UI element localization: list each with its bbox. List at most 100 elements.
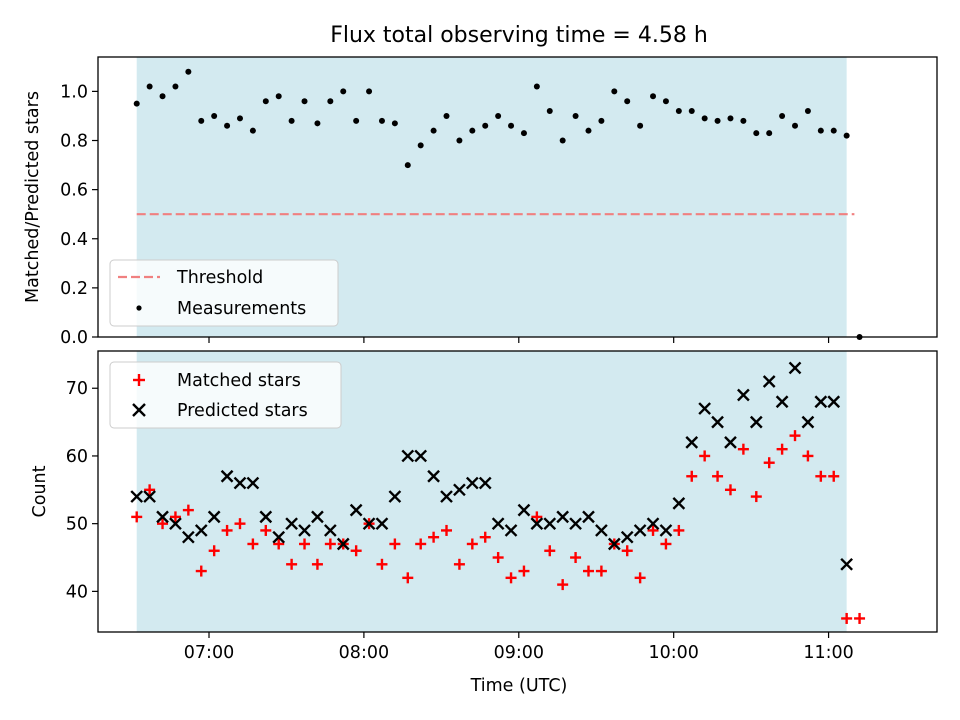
measurement-point <box>146 83 153 90</box>
matched-star-point <box>724 484 736 496</box>
predicted-star-point <box>711 415 724 429</box>
bottom-legend-box <box>109 361 342 429</box>
matched-star-point <box>544 545 556 557</box>
matched-star-point <box>815 470 827 482</box>
predicted-star-point <box>272 530 286 544</box>
matched-star-point <box>260 524 272 536</box>
measurement-point <box>701 115 708 122</box>
predicted-star-point <box>827 395 841 409</box>
matched-star-point <box>428 531 440 543</box>
measurement-point <box>675 108 682 115</box>
y-tick-label: 0.6 <box>60 181 88 201</box>
predicted-star-point <box>130 490 144 503</box>
measurement-point <box>469 127 476 134</box>
matched-star-point <box>828 470 840 482</box>
top-panel-marks <box>133 68 863 340</box>
predicted-star-point <box>504 524 518 537</box>
measurement-point <box>546 108 553 115</box>
measurement-point <box>662 98 669 105</box>
measurement-point <box>585 127 592 134</box>
predicted-star-point <box>607 537 621 551</box>
matched-star-point <box>634 572 646 584</box>
measurement-point <box>133 100 140 107</box>
predicted-star-point <box>737 388 750 402</box>
bottom-x-ticks: 07:00 08:00 09:00 10:00 11:00 <box>184 632 854 663</box>
predicted-star-point <box>440 490 453 503</box>
x-tick-label: 07:00 <box>184 643 234 663</box>
measurement-point <box>559 137 566 144</box>
predicted-star-point <box>517 503 531 517</box>
predicted-star-point <box>182 530 195 544</box>
measurement-point <box>211 112 218 119</box>
predicted-star-point <box>646 517 660 531</box>
measurement-point <box>650 93 657 100</box>
measurement-point <box>391 120 398 127</box>
bottom-panel-marks <box>130 361 866 624</box>
x-tick-label: 08:00 <box>339 643 389 663</box>
measurement-point <box>353 117 360 124</box>
predicted-star-point <box>724 436 737 449</box>
measurement-point <box>301 98 308 105</box>
predicted-star-point <box>569 517 582 531</box>
top-y-axis-label: Matched/Predicted stars <box>23 91 43 303</box>
matched-star-point <box>453 558 465 570</box>
measurement-point <box>688 108 695 115</box>
predicted-star-point <box>672 497 686 510</box>
legend-predicted-swatch <box>132 403 146 417</box>
measurement-point <box>482 122 489 129</box>
matched-star-point <box>131 511 143 523</box>
measurement-point <box>817 127 824 134</box>
matched-star-point <box>712 470 724 482</box>
matched-star-point <box>221 524 233 536</box>
predicted-star-point <box>530 517 544 531</box>
matched-star-point <box>621 545 633 557</box>
measurement-point <box>236 115 243 122</box>
y-tick-label: 0.0 <box>60 328 88 348</box>
measurement-point <box>275 93 282 100</box>
measurement-point <box>779 112 786 119</box>
predicted-star-point <box>801 415 815 429</box>
matched-star-point <box>157 518 169 530</box>
matched-star-point <box>531 511 543 523</box>
top-axes-frame <box>97 56 938 338</box>
predicted-star-point <box>698 402 712 415</box>
legend-predicted-label: Predicted stars <box>177 401 308 421</box>
matched-star-point <box>389 538 401 550</box>
predicted-star-point <box>427 469 440 483</box>
y-tick-label: 0.8 <box>60 132 88 152</box>
measurement-point <box>262 98 269 105</box>
measurement-point <box>456 137 463 144</box>
legend-measurements-swatch <box>136 305 142 311</box>
matched-star-point <box>144 484 156 496</box>
matched-star-point <box>557 579 569 591</box>
measurement-point <box>249 127 256 134</box>
x-tick-label: 11:00 <box>803 643 853 663</box>
measurement-point <box>340 88 347 95</box>
predicted-star-point <box>388 490 402 503</box>
legend-measurements-label: Measurements <box>177 299 306 319</box>
matched-star-point <box>208 545 220 557</box>
matched-star-point <box>518 565 530 577</box>
matched-star-point <box>789 430 801 442</box>
predicted-star-point <box>349 503 363 517</box>
matched-star-point <box>595 565 607 577</box>
top-panel: 0.0 0.2 0.4 0.6 0.8 1.0 Matched/Predicted sta… <box>23 56 938 348</box>
measurement-point <box>740 117 747 124</box>
matched-star-point <box>660 538 672 550</box>
predicted-star-point <box>285 517 298 531</box>
matched-star-point <box>686 470 698 482</box>
predicted-star-point <box>414 449 428 463</box>
matched-star-point <box>492 552 504 564</box>
predicted-star-point <box>375 517 389 531</box>
measurement-point <box>533 83 540 90</box>
predicted-star-point <box>775 395 789 409</box>
predicted-star-point <box>336 537 350 551</box>
predicted-star-point <box>582 510 595 524</box>
matched-star-point <box>195 565 207 577</box>
measurement-point <box>314 120 321 127</box>
matched-star-point <box>286 558 298 570</box>
bottom-axes-frame <box>97 350 938 633</box>
measurement-point <box>792 122 799 129</box>
matched-star-point <box>466 538 478 550</box>
predicted-star-point <box>323 524 337 537</box>
